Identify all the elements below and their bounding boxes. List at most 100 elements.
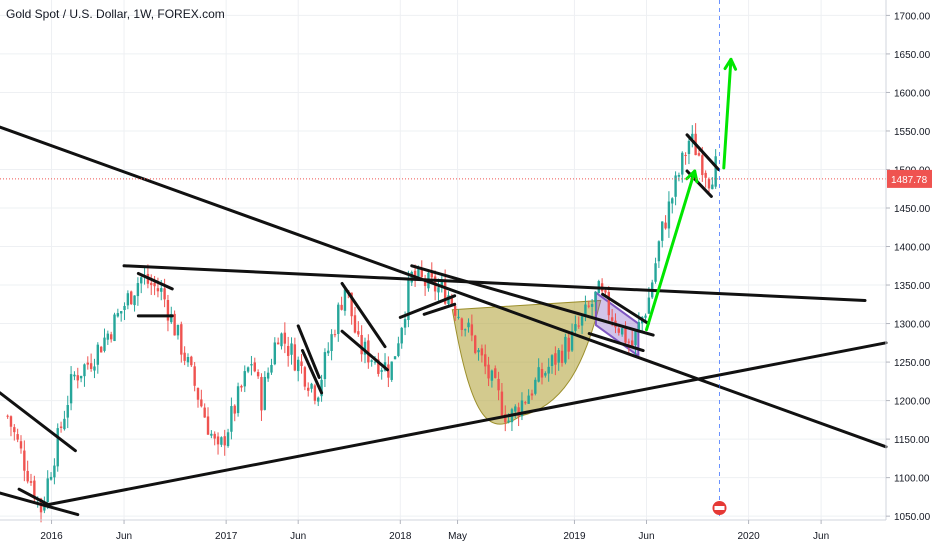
candle-down: [423, 278, 427, 287]
candle-up: [403, 319, 407, 328]
rise-2018-line: [398, 294, 457, 319]
candle-up: [93, 366, 96, 371]
candle-up: [96, 344, 100, 365]
candle-up: [393, 356, 397, 360]
candle-down: [443, 280, 447, 304]
candle-down: [233, 405, 236, 414]
candle-up: [687, 140, 691, 155]
candle-up: [514, 406, 517, 412]
candle-up: [677, 175, 681, 177]
candle-up: [407, 280, 410, 320]
candle-down: [13, 427, 16, 433]
projection-arrow-line: [644, 169, 697, 332]
candle-down: [16, 434, 19, 440]
flag-2017-b1: [340, 281, 387, 349]
candle-down: [33, 480, 36, 499]
candle-up: [246, 367, 250, 372]
candle-down: [504, 414, 507, 423]
candle-down: [89, 363, 93, 369]
candle-up: [46, 478, 49, 503]
chart-title: Gold Spot / U.S. Dollar, 1W, FOREX.com: [6, 7, 225, 21]
candle-down: [707, 179, 711, 189]
candle-down: [203, 407, 206, 418]
candle-up: [647, 297, 651, 314]
y-tick-label: 1100.00: [894, 474, 930, 485]
candle-up: [69, 374, 73, 404]
candle-up: [63, 418, 66, 430]
x-tick-label: 2019: [563, 531, 586, 542]
candle-down: [474, 335, 477, 353]
candle-up: [243, 371, 246, 387]
x-tick-label: Jun: [290, 531, 306, 542]
candle-down: [193, 366, 196, 386]
candle-up: [537, 367, 540, 382]
candle-down: [577, 325, 580, 327]
rising-support-line: [46, 341, 888, 507]
candle-up: [290, 343, 293, 355]
candle-up: [220, 437, 223, 445]
candle-up: [520, 400, 524, 417]
candle-up: [186, 357, 190, 363]
last-price-label: 1487.78: [891, 175, 928, 186]
candle-up: [310, 383, 313, 389]
candle-up: [674, 175, 677, 197]
candle-up: [133, 295, 136, 306]
candle-up: [714, 156, 717, 187]
candle-down: [430, 270, 433, 278]
candle-down: [333, 334, 337, 336]
candle-up: [440, 281, 444, 287]
candle-up: [263, 376, 266, 410]
candle-down: [163, 288, 166, 300]
candle-down: [283, 332, 287, 344]
y-tick-label: 1600.00: [894, 88, 931, 99]
candle-up: [103, 337, 106, 351]
candle-down: [153, 282, 156, 287]
projection-arrow-line: [722, 57, 733, 170]
candle-down: [360, 334, 363, 355]
candle-up: [463, 329, 467, 331]
candle-up: [236, 386, 240, 414]
candle-down: [684, 154, 687, 156]
candle-down: [617, 328, 621, 333]
candle-down: [487, 364, 490, 379]
x-tick-label: May: [448, 531, 467, 542]
x-tick-label: Jun: [116, 531, 132, 542]
candle-up: [507, 420, 510, 423]
candle-up: [160, 288, 163, 292]
candle-up: [570, 330, 574, 351]
candle-down: [216, 436, 220, 445]
candle-down: [256, 372, 260, 377]
candle-up: [83, 364, 86, 377]
neckline-line: [410, 264, 655, 337]
candle-down: [387, 364, 390, 378]
candle-up: [370, 360, 373, 362]
y-tick-label: 1450.00: [894, 204, 931, 215]
candle-down: [494, 368, 497, 378]
x-tick-label: 2017: [215, 531, 238, 542]
candle-down: [627, 341, 631, 343]
candle-down: [293, 344, 297, 371]
candle-up: [620, 328, 624, 335]
candle-up: [116, 313, 120, 317]
x-tick-label: Jun: [813, 531, 829, 542]
y-tick-label: 1700.00: [894, 11, 931, 22]
candle-down: [223, 436, 226, 446]
candle-up: [113, 314, 116, 342]
drawings-under: [451, 290, 640, 425]
candle-down: [340, 304, 343, 310]
candle-down: [350, 292, 353, 317]
candle-up: [226, 432, 230, 447]
grid: [0, 0, 886, 520]
candle-up: [230, 406, 233, 432]
candle-up: [270, 364, 273, 373]
y-tick-label: 1300.00: [894, 320, 931, 331]
candle-up: [691, 133, 694, 140]
candle-down: [180, 324, 183, 355]
candle-down: [470, 324, 474, 336]
candle-up: [467, 322, 470, 328]
candle-down: [313, 385, 317, 401]
candle-down: [6, 415, 9, 417]
candle-up: [280, 333, 283, 347]
candle-up: [580, 316, 584, 326]
